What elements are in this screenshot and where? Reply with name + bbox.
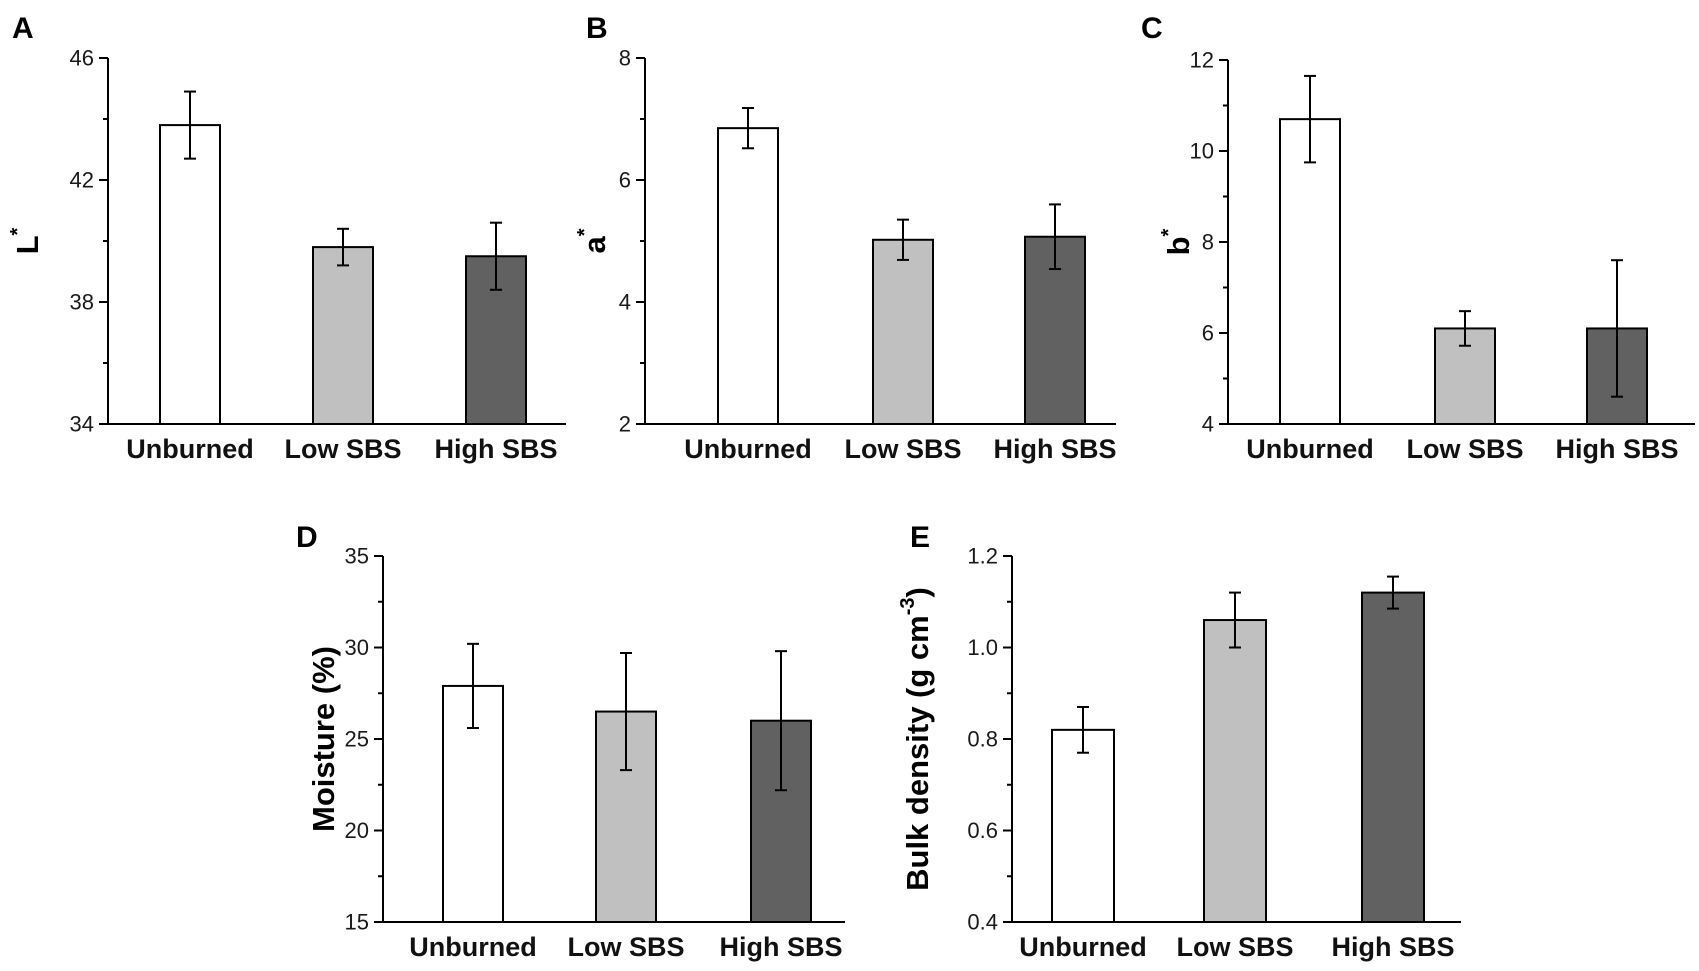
panel-b-error-bar-3 [1049, 203, 1061, 271]
panel-a: A 34 38 42 46 Unburned Low SBS High SBS L* [7, 12, 566, 464]
panel-c-y-tick-label: 10 [1190, 139, 1214, 164]
panel-e-y-tick-label: 0.8 [967, 727, 998, 752]
panel-a-bar-unburned [159, 124, 221, 425]
panel-c-y-tick-label: 4 [1202, 412, 1214, 437]
panel-e-y-tick-label: 1.2 [967, 544, 998, 569]
panel-e-error-bar-2 [1229, 591, 1241, 649]
panel-a-bar-low-sbs [312, 246, 374, 425]
panel-b-category-label: Unburned [684, 434, 812, 464]
panel-c-y-tick-label: 8 [1202, 230, 1214, 255]
panel-d-category-label: High SBS [719, 932, 842, 962]
panel-b-y-tick-label: 8 [619, 46, 631, 71]
panel-d-error-bar-2 [620, 651, 632, 772]
panel-d-y-tick-label: 25 [345, 727, 369, 752]
panel-c-y-axis-title: b* [1158, 228, 1196, 255]
panel-e-bar-unburned [1051, 728, 1115, 923]
panel-e-y-tick-label: 0.4 [967, 910, 998, 935]
panel-a-category-label: High SBS [434, 434, 557, 464]
panel-c-category-label: Unburned [1246, 434, 1374, 464]
panel-b-error-bar-2 [897, 218, 909, 261]
panel-b-y-tick-label: 6 [619, 168, 631, 193]
panel-a-y-tick-label: 38 [70, 290, 94, 315]
panel-b-category-label: Low SBS [844, 434, 961, 464]
panel-c-category-label: Low SBS [1406, 434, 1523, 464]
panel-e-y-tick-label: 1.0 [967, 635, 998, 660]
panel-e: E 0.4 0.6 0.8 1.0 1.2 Unburned Low SBS High SBS B… [897, 521, 1461, 962]
panel-c-y-tick-label: 6 [1202, 321, 1214, 346]
panel-e-category-label: Low SBS [1176, 932, 1293, 962]
panel-d-error-bar-1 [467, 642, 479, 730]
panel-c-category-label: High SBS [1555, 434, 1678, 464]
panel-b: B 2 4 6 8 Unburned Low SBS High SBS a* [574, 12, 1116, 464]
panel-b-error-bar-1 [742, 107, 754, 150]
panel-a-y-tick-label: 42 [70, 168, 94, 193]
panel-e-y-tick-label: 0.6 [967, 818, 998, 843]
panel-c-letter: C [1141, 12, 1163, 45]
panel-a-error-bar-3 [490, 221, 502, 291]
panel-b-category-label: High SBS [993, 434, 1116, 464]
panel-e-category-label: Unburned [1019, 932, 1147, 962]
panel-c-error-bar-3 [1611, 259, 1623, 398]
panel-d-y-tick-label: 35 [345, 544, 369, 569]
panel-d: D 15 20 25 30 35 Unburned Low SBS High SBS Moistu… [296, 521, 845, 962]
panel-a-category-label: Low SBS [284, 434, 401, 464]
panel-c: C 4 6 8 10 12 Unburned Low SBS High SBS b* [1141, 12, 1695, 464]
panel-c-error-bar-2 [1459, 310, 1471, 347]
panel-c-bar-unburned [1279, 118, 1341, 426]
panel-a-error-bar-1 [184, 90, 196, 160]
panel-e-error-bar-3 [1387, 575, 1399, 610]
panel-a-y-axis-title: L* [7, 227, 45, 254]
panel-a-error-bar-2 [337, 227, 349, 267]
panel-a-y-tick-label: 46 [70, 46, 94, 71]
panel-d-y-tick-label: 30 [345, 635, 369, 660]
panel-c-error-bar-1 [1304, 74, 1316, 164]
panel-e-bar-high-sbs [1361, 591, 1425, 923]
panel-d-y-tick-label: 20 [345, 818, 369, 843]
panel-a-letter: A [12, 12, 34, 45]
panel-b-y-tick-label: 2 [619, 412, 631, 437]
panel-d-y-tick-label: 15 [345, 910, 369, 935]
panel-d-category-label: Unburned [409, 932, 537, 962]
panel-b-bar-low-sbs [872, 238, 934, 425]
panel-a-y-tick-label: 34 [70, 412, 94, 437]
panel-e-bar-low-sbs [1203, 619, 1267, 923]
panel-e-error-bar-1 [1077, 705, 1089, 754]
panel-b-y-tick-label: 4 [619, 290, 631, 315]
panel-d-letter: D [296, 521, 318, 554]
panel-b-bar-unburned [717, 127, 779, 425]
panel-d-category-label: Low SBS [567, 932, 684, 962]
panel-e-y-axis-title: Bulk density (g cm-3) [897, 587, 935, 891]
panel-a-category-label: Unburned [126, 434, 254, 464]
panel-d-y-axis-title: Moisture (%) [306, 646, 341, 832]
panel-d-error-bar-3 [775, 650, 787, 792]
panel-c-y-tick-label: 12 [1190, 48, 1214, 73]
panel-b-letter: B [586, 12, 608, 45]
panel-e-letter: E [910, 521, 930, 554]
panel-e-category-label: High SBS [1331, 932, 1454, 962]
panel-b-y-axis-title: a* [574, 228, 612, 253]
